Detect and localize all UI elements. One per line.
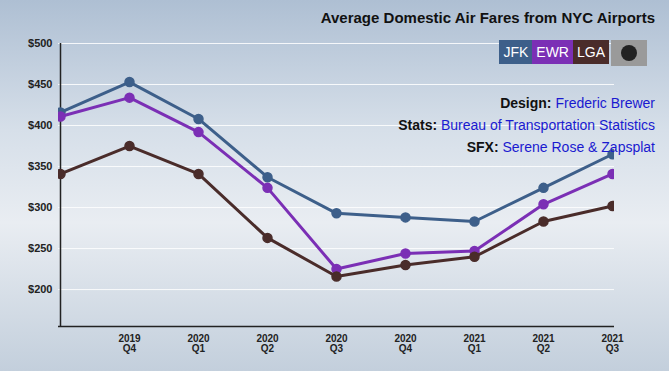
svg-text:$500: $500 xyxy=(28,37,52,49)
svg-text:$450: $450 xyxy=(28,78,52,90)
svg-text:$400: $400 xyxy=(28,119,52,131)
html-text:EWR: EWR xyxy=(536,44,569,60)
html-text:JFK: JFK xyxy=(503,44,529,60)
html-text:Average Domestic Air Fares fro: Average Domestic Air Fares from NYC Airp… xyxy=(320,9,655,26)
svg-text:$250: $250 xyxy=(28,242,52,254)
svg-text:2020Q4: 2020Q4 xyxy=(394,333,417,354)
svg-text:2019Q4: 2019Q4 xyxy=(118,333,141,354)
svg-text:2020Q2: 2020Q2 xyxy=(256,333,279,354)
svg-text:2020Q3: 2020Q3 xyxy=(325,333,348,354)
html-text:SFX: Serene Rose & Zapsplat: SFX: Serene Rose & Zapsplat xyxy=(466,139,655,155)
svg-text:2020Q1: 2020Q1 xyxy=(187,333,210,354)
svg-text:2021Q2: 2021Q2 xyxy=(532,333,555,354)
html-text:Stats: Bureau of Transportatio: Stats: Bureau of Transportation Statisti… xyxy=(398,117,655,133)
svg-text:$300: $300 xyxy=(28,201,52,213)
svg-text:2021Q3: 2021Q3 xyxy=(601,333,624,354)
svg-text:$350: $350 xyxy=(28,160,52,172)
html-text:Design: Frederic Brewer: Design: Frederic Brewer xyxy=(500,95,655,111)
svg-text:2021Q1: 2021Q1 xyxy=(463,333,486,354)
html-text:LGA: LGA xyxy=(577,44,605,60)
svg-text:$200: $200 xyxy=(28,283,52,295)
